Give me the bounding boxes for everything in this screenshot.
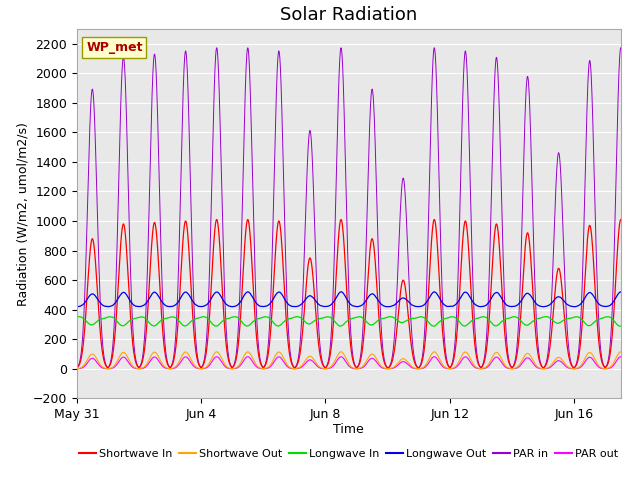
- Shortwave In: [521, 252, 529, 257]
- PAR in: [74, 363, 82, 369]
- Shortwave Out: [617, 349, 625, 355]
- Longwave In: [521, 322, 529, 327]
- Longwave In: [446, 314, 454, 320]
- Shortwave Out: [164, 366, 172, 372]
- Shortwave Out: [73, 366, 81, 372]
- Longwave Out: [521, 292, 529, 298]
- Line: PAR in: PAR in: [77, 48, 621, 368]
- PAR in: [446, 365, 454, 371]
- Longwave Out: [337, 289, 345, 295]
- Longwave Out: [570, 304, 578, 310]
- Longwave In: [293, 314, 301, 320]
- Longwave Out: [265, 302, 273, 308]
- PAR out: [164, 366, 172, 372]
- Shortwave In: [617, 216, 625, 222]
- Line: Shortwave In: Shortwave In: [77, 219, 621, 368]
- PAR out: [74, 366, 82, 372]
- Longwave In: [390, 314, 397, 320]
- Longwave Out: [73, 304, 81, 310]
- Shortwave In: [164, 363, 172, 369]
- Shortwave In: [389, 354, 397, 360]
- Shortwave In: [74, 364, 82, 370]
- Shortwave Out: [74, 366, 82, 372]
- PAR in: [617, 45, 625, 51]
- Longwave In: [430, 324, 438, 329]
- Y-axis label: Radiation (W/m2, umol/m2/s): Radiation (W/m2, umol/m2/s): [17, 121, 30, 306]
- Longwave In: [164, 315, 172, 321]
- Line: Longwave Out: Longwave Out: [77, 292, 621, 307]
- PAR in: [521, 126, 529, 132]
- Legend: Shortwave In, Shortwave Out, Longwave In, Longwave Out, PAR in, PAR out: Shortwave In, Shortwave Out, Longwave In…: [75, 444, 623, 463]
- PAR out: [389, 365, 397, 371]
- Longwave Out: [617, 289, 625, 295]
- Line: Longwave In: Longwave In: [77, 317, 621, 326]
- X-axis label: Time: Time: [333, 422, 364, 435]
- Shortwave Out: [446, 366, 454, 372]
- Line: Shortwave Out: Shortwave Out: [77, 352, 621, 369]
- Shortwave In: [446, 365, 454, 371]
- Longwave In: [617, 323, 625, 329]
- PAR in: [164, 362, 172, 368]
- PAR in: [265, 333, 273, 338]
- Line: PAR out: PAR out: [77, 357, 621, 369]
- PAR out: [521, 357, 529, 363]
- PAR in: [73, 365, 81, 371]
- Longwave In: [265, 315, 273, 321]
- Title: Solar Radiation: Solar Radiation: [280, 6, 417, 24]
- Shortwave In: [265, 346, 273, 351]
- Longwave In: [74, 314, 82, 320]
- Shortwave Out: [265, 364, 273, 370]
- Shortwave Out: [521, 353, 529, 359]
- PAR out: [265, 365, 273, 371]
- Longwave In: [73, 314, 81, 320]
- Longwave Out: [446, 303, 454, 309]
- PAR in: [415, 365, 422, 371]
- PAR out: [73, 366, 81, 372]
- Shortwave In: [73, 365, 81, 371]
- Text: WP_met: WP_met: [86, 41, 143, 54]
- PAR out: [617, 354, 625, 360]
- PAR out: [415, 366, 422, 372]
- PAR out: [446, 366, 454, 372]
- Longwave Out: [164, 303, 172, 309]
- PAR in: [389, 347, 397, 352]
- Longwave Out: [390, 303, 397, 309]
- Shortwave Out: [389, 365, 397, 371]
- Longwave Out: [74, 304, 82, 310]
- Shortwave Out: [415, 366, 422, 372]
- Shortwave In: [415, 365, 422, 371]
